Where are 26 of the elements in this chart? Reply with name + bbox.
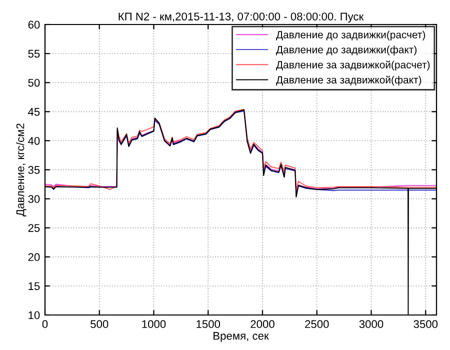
y-tick-label: 30: [28, 195, 40, 203]
x-tick-label: 2000: [250, 320, 274, 328]
y-tick-label: 20: [28, 253, 40, 262]
x-tick-label: 3500: [414, 320, 438, 328]
legend-label: Давление за задвижкой(факт): [276, 76, 422, 86]
x-tick-label: 0: [42, 320, 48, 328]
y-tick-label: 55: [28, 50, 40, 58]
x-axis-title: Время, сек: [214, 332, 269, 342]
y-tick-label: 35: [28, 166, 40, 174]
y-tick-label: 10: [28, 311, 40, 320]
y-axis-title: Давление, кгс/см2: [16, 124, 26, 216]
y-tick-label: 25: [28, 224, 40, 232]
y-tick-label: 45: [28, 108, 40, 116]
x-tick-label: 2500: [305, 320, 329, 328]
x-tick-label: 1500: [196, 320, 220, 328]
x-tick-label: 500: [90, 320, 108, 328]
y-tick-label: 60: [28, 20, 40, 29]
y-tick-label: 50: [28, 78, 40, 87]
y-tick-label: 40: [28, 136, 40, 145]
y-tick-label: 15: [28, 282, 40, 290]
legend-label: Давление за задвижкой(расчет): [276, 60, 430, 70]
x-tick-label: 3000: [359, 320, 384, 328]
chart-title: КП N2 - км,2015-11-13, 07:00:00 - 08:00:00. Пуск: [118, 12, 364, 23]
x-tick-label: 1000: [142, 320, 166, 328]
legend-label: Давление до задвижки(расчет): [276, 30, 426, 40]
legend-label: Давление до задвижки(факт): [276, 46, 416, 56]
